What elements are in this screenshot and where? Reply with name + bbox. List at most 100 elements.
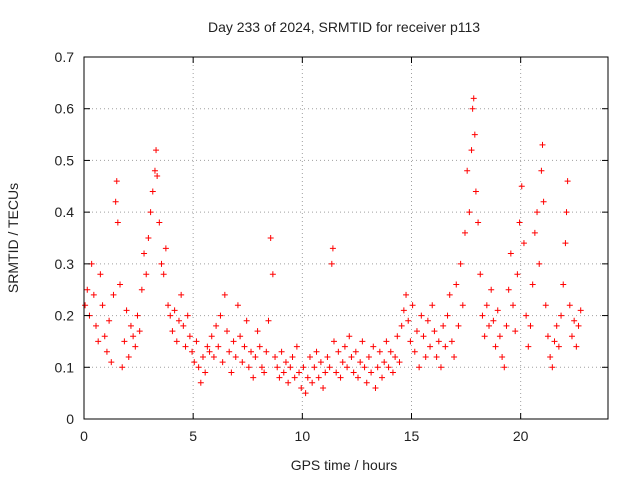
- data-point: [501, 364, 508, 371]
- data-point: [516, 219, 523, 226]
- data-point: [333, 369, 340, 376]
- data-point: [208, 333, 215, 340]
- data-point: [544, 333, 551, 340]
- y-tick-labels: 0 0.1 0.2 0.3 0.4 0.5 0.6 0.7: [55, 49, 75, 427]
- data-point: [361, 364, 368, 371]
- data-point: [313, 348, 320, 355]
- data-point: [568, 333, 575, 340]
- y-tick-label: 0.5: [55, 152, 75, 168]
- data-point: [560, 281, 567, 288]
- data-point: [298, 384, 305, 391]
- data-point: [379, 374, 386, 381]
- data-point: [472, 188, 479, 195]
- data-point: [523, 312, 530, 319]
- data-point: [330, 338, 337, 345]
- data-point: [112, 198, 119, 205]
- data-point: [335, 348, 342, 355]
- data-point: [368, 369, 375, 376]
- data-point: [488, 286, 495, 293]
- data-point: [130, 333, 137, 340]
- data-point: [571, 317, 578, 324]
- data-point: [357, 359, 364, 366]
- data-point: [173, 338, 180, 345]
- data-point: [427, 343, 434, 350]
- data-point: [276, 374, 283, 381]
- data-point: [398, 322, 405, 329]
- data-point: [309, 379, 316, 386]
- data-point: [237, 333, 244, 340]
- data-point: [455, 322, 462, 329]
- data-point: [254, 328, 261, 335]
- data-point: [239, 359, 246, 366]
- data-point: [204, 343, 211, 350]
- data-point: [551, 338, 558, 345]
- data-point: [219, 359, 226, 366]
- data-point: [527, 322, 534, 329]
- data-point: [210, 353, 217, 360]
- data-point: [503, 322, 510, 329]
- data-point: [563, 209, 570, 216]
- data-point: [494, 307, 501, 314]
- data-point: [232, 353, 239, 360]
- data-point: [145, 235, 152, 241]
- data-point: [341, 343, 348, 350]
- data-point: [329, 245, 336, 252]
- data-point: [542, 302, 549, 309]
- data-point: [479, 312, 486, 319]
- plot-frame: [83, 56, 609, 420]
- x-tick-label: 0: [80, 428, 88, 444]
- data-point: [280, 369, 287, 376]
- data-point: [573, 343, 580, 350]
- data-point: [394, 333, 401, 340]
- data-point: [136, 328, 143, 335]
- y-tick-label: 0: [66, 411, 74, 427]
- data-point: [293, 343, 300, 350]
- data-point: [322, 369, 329, 376]
- data-point: [481, 333, 488, 340]
- data-point: [359, 338, 366, 345]
- data-point: [534, 209, 541, 216]
- data-point: [400, 307, 407, 314]
- data-point: [490, 317, 497, 324]
- data-point: [160, 271, 167, 278]
- data-point: [518, 183, 525, 190]
- data-point: [540, 198, 547, 205]
- x-tick-label: 20: [513, 428, 529, 444]
- data-point: [471, 131, 478, 138]
- data-point: [538, 167, 545, 174]
- data-point: [459, 302, 466, 309]
- data-point: [409, 302, 416, 309]
- data-point: [202, 369, 209, 376]
- data-point: [444, 312, 451, 319]
- data-point: [469, 105, 476, 112]
- data-point: [350, 369, 357, 376]
- y-tick-label: 0.6: [55, 101, 75, 117]
- data-point: [265, 317, 272, 324]
- data-point: [403, 291, 410, 298]
- data-point: [477, 271, 484, 278]
- data-point: [272, 353, 279, 360]
- data-point: [437, 364, 444, 371]
- data-point: [558, 312, 565, 319]
- data-point: [165, 302, 172, 309]
- data-point: [114, 219, 121, 226]
- data-point: [577, 307, 584, 314]
- data-point: [383, 338, 390, 345]
- data-point: [93, 322, 100, 329]
- data-point: [180, 322, 187, 329]
- data-point: [267, 235, 274, 241]
- data-point: [529, 281, 536, 288]
- data-point: [446, 291, 453, 298]
- data-point: [230, 338, 237, 345]
- data-point: [123, 307, 130, 314]
- data-point: [195, 364, 202, 371]
- data-point: [433, 353, 440, 360]
- data-point: [525, 343, 532, 350]
- data-point: [365, 353, 372, 360]
- data-point: [418, 312, 425, 319]
- data-point: [435, 338, 442, 345]
- data-point: [153, 147, 160, 154]
- data-point: [278, 348, 285, 355]
